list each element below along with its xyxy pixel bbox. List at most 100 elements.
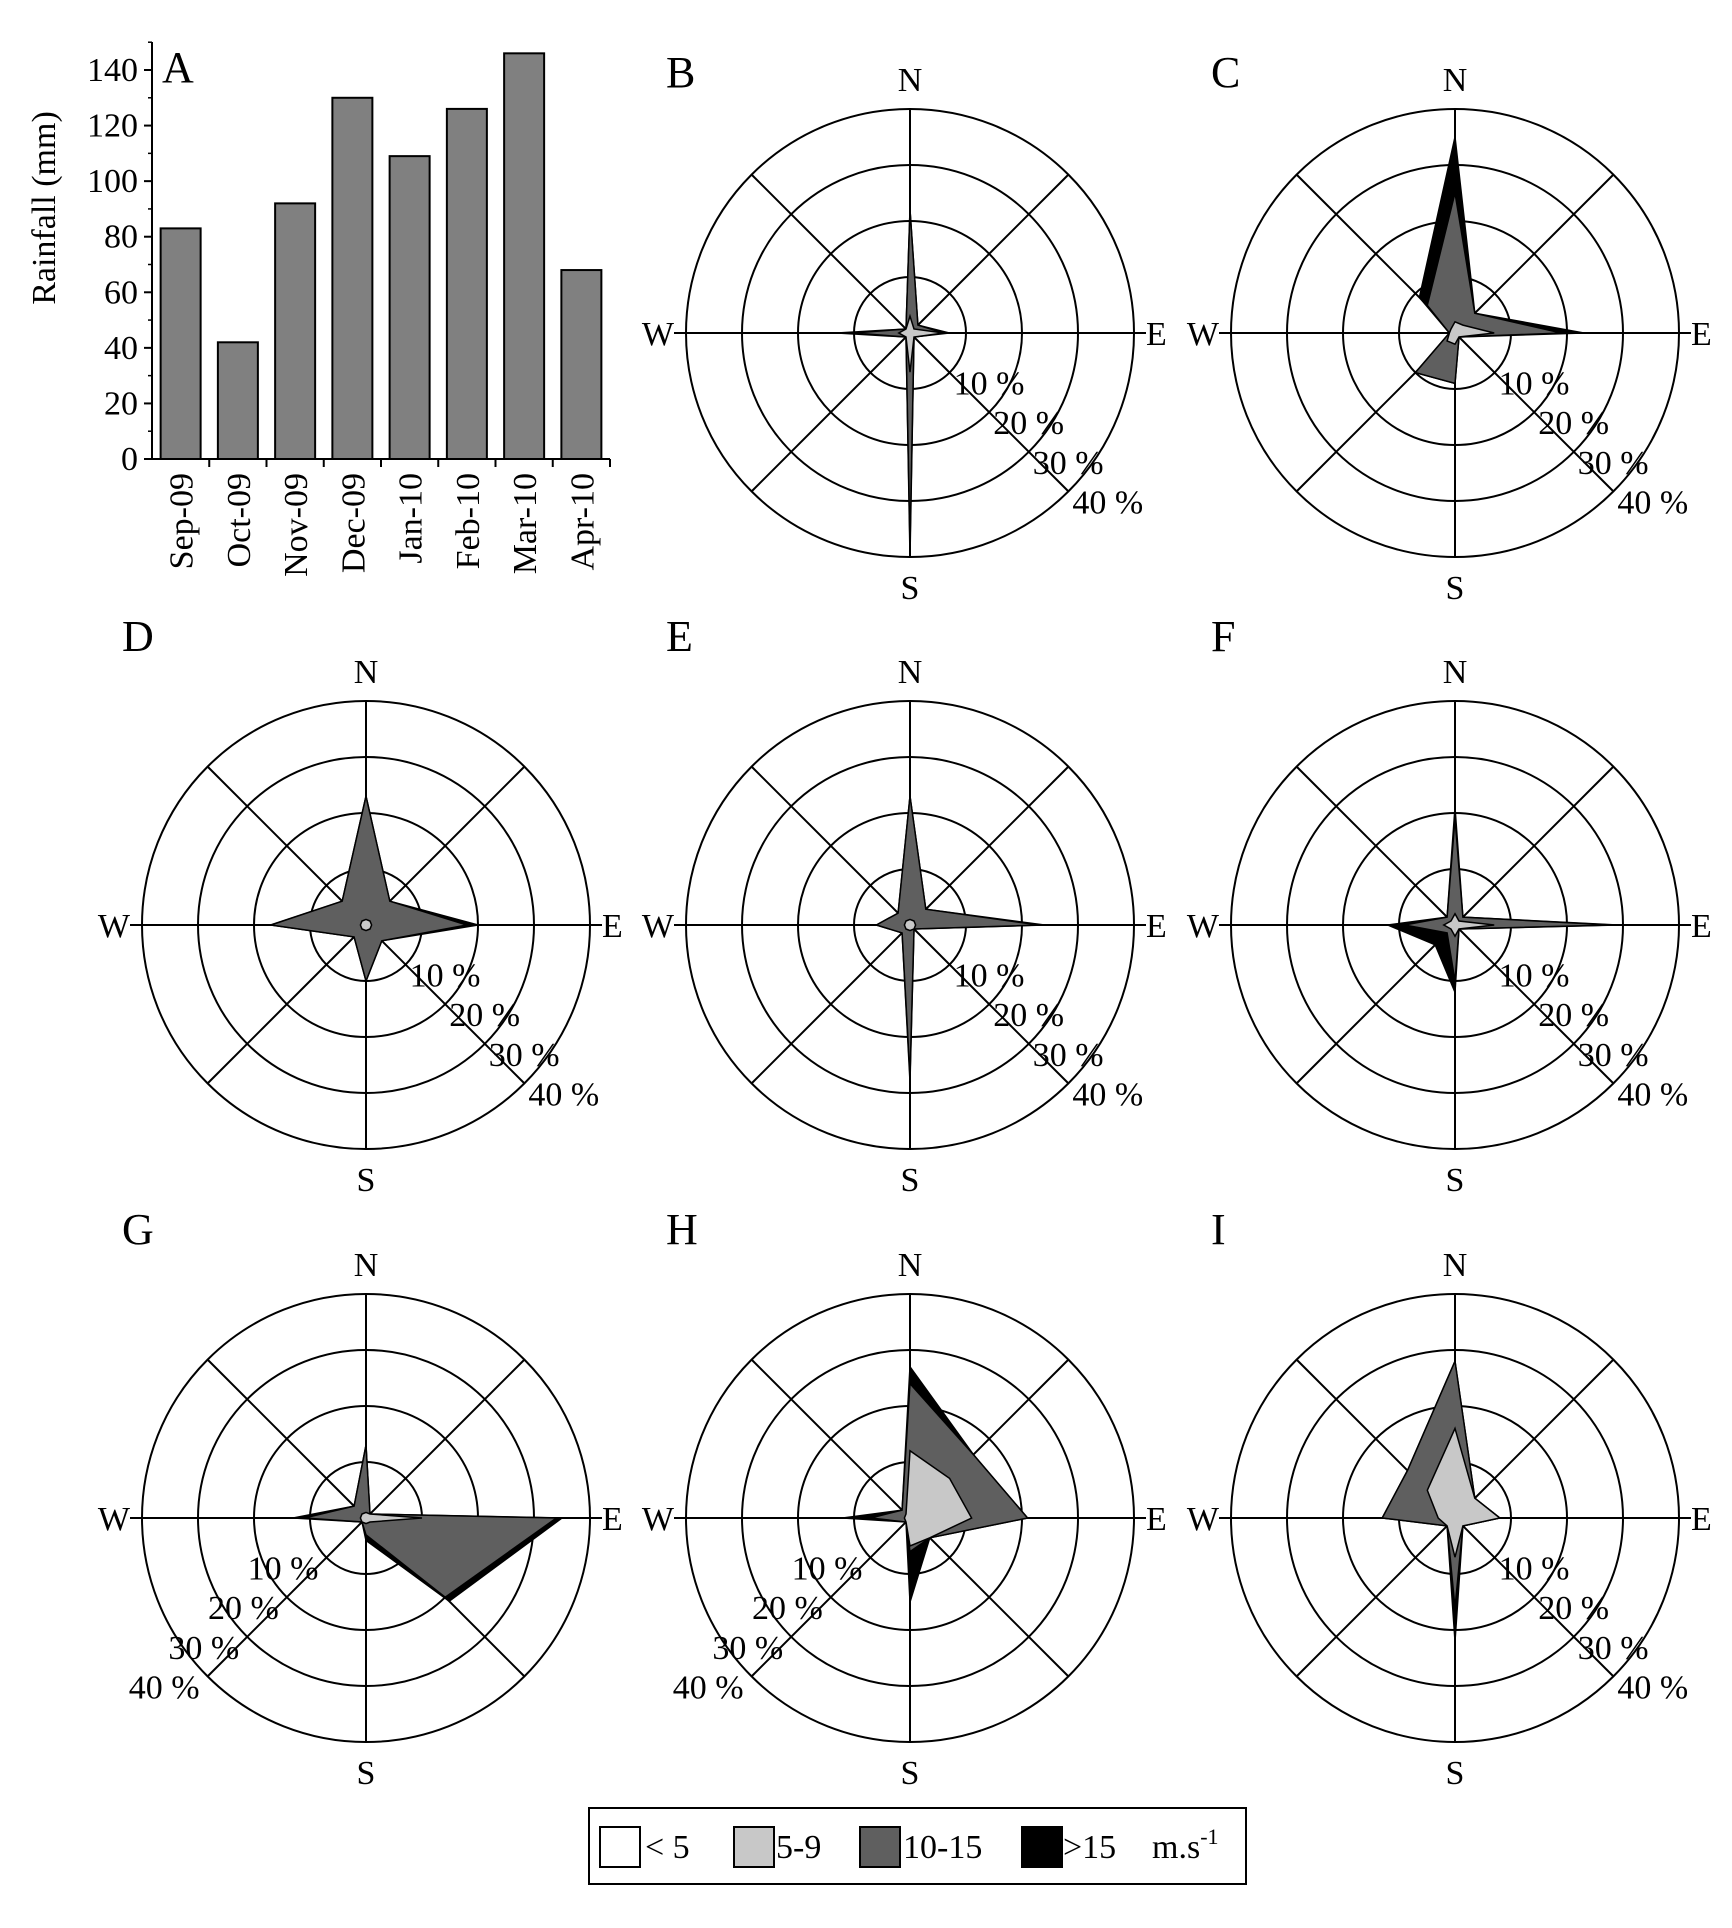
ring-label-20: 20 % xyxy=(449,997,520,1034)
compass-N: N xyxy=(1443,62,1468,99)
compass-W: W xyxy=(642,908,675,945)
spoke-135 xyxy=(1454,924,1615,1085)
spoke-135 xyxy=(1454,332,1615,493)
rose-series-5-9 xyxy=(903,1449,973,1548)
rose-series-10-15 xyxy=(270,796,468,984)
ring-label-10: 10 % xyxy=(410,958,481,995)
bar-Feb-10 xyxy=(445,107,488,461)
ring-label-10: 10 % xyxy=(954,958,1025,995)
wind-rose-H: N E S W 10 %20 %30 %40 % H xyxy=(642,1205,1167,1792)
legend-label-gt15: >15 xyxy=(1063,1829,1116,1866)
spoke-225 xyxy=(206,1517,367,1678)
spoke-45 xyxy=(365,1358,526,1519)
wind-rose-G: N E S W 10 %20 %30 %40 % G xyxy=(98,1205,623,1792)
compass-E: E xyxy=(1691,316,1712,353)
ring-label-10: 10 % xyxy=(954,366,1025,403)
legend-frame xyxy=(588,1807,1247,1885)
x-tick-label: Nov-09 xyxy=(278,473,315,577)
spoke-315 xyxy=(206,765,367,926)
compass-E: E xyxy=(1691,908,1712,945)
spoke-135 xyxy=(365,924,526,1085)
y-tick-label: 80 xyxy=(104,219,138,256)
x-tick-label: Sep-09 xyxy=(164,473,201,569)
compass-N: N xyxy=(354,654,379,691)
ring-label-30: 30 % xyxy=(1578,445,1649,482)
ring-label-10: 10 % xyxy=(1499,366,1570,403)
ring-label-20: 20 % xyxy=(1538,997,1609,1034)
bar-Jan-10 xyxy=(388,155,431,460)
x-tick-label: Oct-09 xyxy=(221,473,258,567)
spoke-45 xyxy=(1454,765,1615,926)
wind-rose-C: N E S W 10 %20 %30 %40 % C xyxy=(1187,48,1712,607)
compass-E: E xyxy=(1146,1501,1167,1538)
spoke-45 xyxy=(1454,1358,1615,1519)
ring-label-20: 20 % xyxy=(752,1590,823,1627)
compass-N: N xyxy=(354,1247,379,1284)
spoke-315 xyxy=(206,1358,367,1519)
y-tick-label: 40 xyxy=(104,330,138,367)
y-axis-label: Rainfall (mm) xyxy=(26,111,63,305)
spoke-225 xyxy=(750,1517,911,1678)
rose-series-5-9 xyxy=(897,313,944,373)
bar-Mar-10 xyxy=(503,52,546,460)
spoke-135 xyxy=(1454,1517,1615,1678)
panel-label-D: D xyxy=(122,612,154,661)
compass-N: N xyxy=(1443,654,1468,691)
ring-label-20: 20 % xyxy=(993,997,1064,1034)
ring-label-30: 30 % xyxy=(1578,1037,1649,1074)
spoke-225 xyxy=(206,924,367,1085)
y-tick-label: 120 xyxy=(87,108,138,145)
panel-label-I: I xyxy=(1211,1205,1226,1254)
panel-label-B: B xyxy=(666,48,695,97)
rose-series-5-9 xyxy=(359,1511,423,1525)
compass-W: W xyxy=(1187,316,1220,353)
panel-label-E: E xyxy=(666,612,693,661)
rose-series-5-9 xyxy=(903,918,917,932)
spoke-225 xyxy=(1295,924,1456,1085)
wind-rose-B: N E S W 10 %20 %30 %40 % B xyxy=(642,48,1167,607)
compass-E: E xyxy=(1146,316,1167,353)
ring-label-40: 40 % xyxy=(1072,484,1143,521)
legend-label-5-9: 5-9 xyxy=(776,1829,821,1866)
compass-W: W xyxy=(98,908,131,945)
spoke-135 xyxy=(909,332,1070,493)
ring-label-10: 10 % xyxy=(792,1551,863,1588)
compass-W: W xyxy=(1187,908,1220,945)
bar-Apr-10 xyxy=(560,269,603,460)
rose-series-5-9 xyxy=(1446,320,1495,346)
x-tick-label: Dec-09 xyxy=(335,473,372,573)
spoke-315 xyxy=(750,173,911,334)
wind-rose-I: N E S W 10 %20 %30 %40 % I xyxy=(1187,1205,1712,1792)
spoke-315 xyxy=(750,765,911,926)
spoke-45 xyxy=(1454,173,1615,334)
rose-series-10-15 xyxy=(1404,818,1612,982)
compass-N: N xyxy=(1443,1247,1468,1284)
x-tick-label: Mar-10 xyxy=(507,473,544,574)
ring-label-20: 20 % xyxy=(1538,405,1609,442)
legend-unit: m.s-1 xyxy=(1152,1824,1219,1866)
spoke-45 xyxy=(365,765,526,926)
compass-E: E xyxy=(602,1501,623,1538)
compass-S: S xyxy=(357,1755,376,1792)
compass-E: E xyxy=(602,908,623,945)
panel-label-G: G xyxy=(122,1205,154,1254)
bar-Nov-09 xyxy=(274,202,317,460)
compass-S: S xyxy=(1446,1162,1465,1199)
ring-label-40: 40 % xyxy=(673,1669,744,1706)
legend-swatch-5-9 xyxy=(733,1826,775,1868)
compass-S: S xyxy=(901,1755,920,1792)
ring-label-20: 20 % xyxy=(993,405,1064,442)
spoke-45 xyxy=(909,765,1070,926)
x-tick-label: Jan-10 xyxy=(393,473,430,564)
bar-Sep-09 xyxy=(159,227,202,460)
y-tick-label: 100 xyxy=(87,163,138,200)
rose-series->15 xyxy=(874,796,1045,1082)
ring-label-30: 30 % xyxy=(489,1037,560,1074)
y-tick-label: 20 xyxy=(104,385,138,422)
ring-label-40: 40 % xyxy=(1617,484,1688,521)
legend-swatch-gt15 xyxy=(1021,1826,1063,1868)
legend: < 5 5-9 10-15 >15 m.s-1 xyxy=(588,1807,1247,1885)
panel-label-C: C xyxy=(1211,48,1240,97)
